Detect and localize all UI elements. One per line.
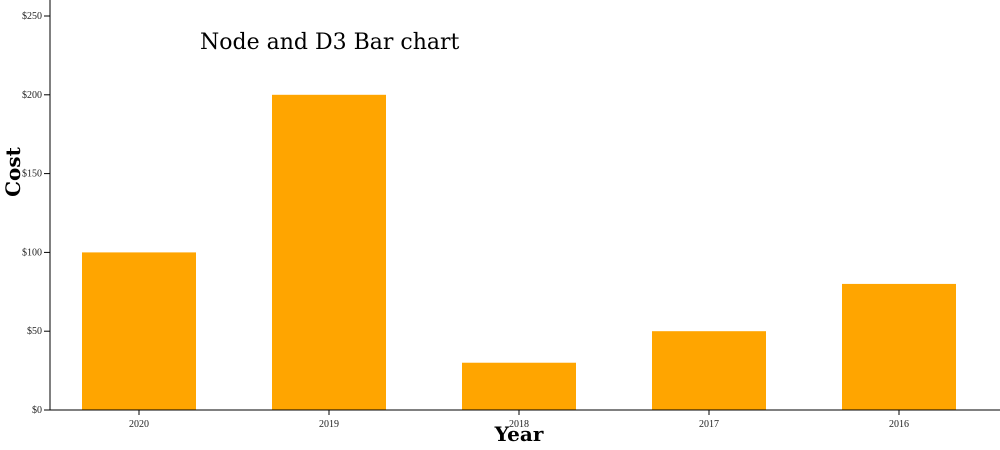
x-tick-label-2020: 2020 (129, 419, 149, 430)
y-tick-label-0: $0 (32, 405, 42, 416)
y-axis-label: Cost (1, 146, 25, 197)
bar-2016 (842, 283, 956, 410)
x-axis: 2020 2019 2018 2017 2016 (50, 409, 1000, 430)
y-tick-label-50: $50 (27, 326, 42, 337)
x-tick-label-2018: 2018 (509, 419, 529, 430)
bar-2018 (462, 362, 576, 410)
bar-2019 (272, 94, 386, 411)
y-tick-label-100: $100 (22, 247, 42, 258)
bars-group (82, 94, 956, 411)
y-tick-label-250: $250 (22, 11, 42, 22)
y-tick-label-150: $150 (22, 169, 42, 180)
y-axis: $0 $50 $100 $150 $200 $250 (22, 0, 51, 416)
bar-2017 (652, 331, 766, 410)
x-tick-label-2017: 2017 (699, 419, 719, 430)
chart-title: Node and D3 Bar chart (200, 30, 459, 55)
y-tick-label-200: $200 (22, 90, 42, 101)
x-tick-label-2016: 2016 (889, 419, 909, 430)
x-axis-label: Year (494, 422, 544, 446)
x-tick-label-2019: 2019 (319, 419, 339, 430)
bar-2020 (82, 252, 196, 410)
